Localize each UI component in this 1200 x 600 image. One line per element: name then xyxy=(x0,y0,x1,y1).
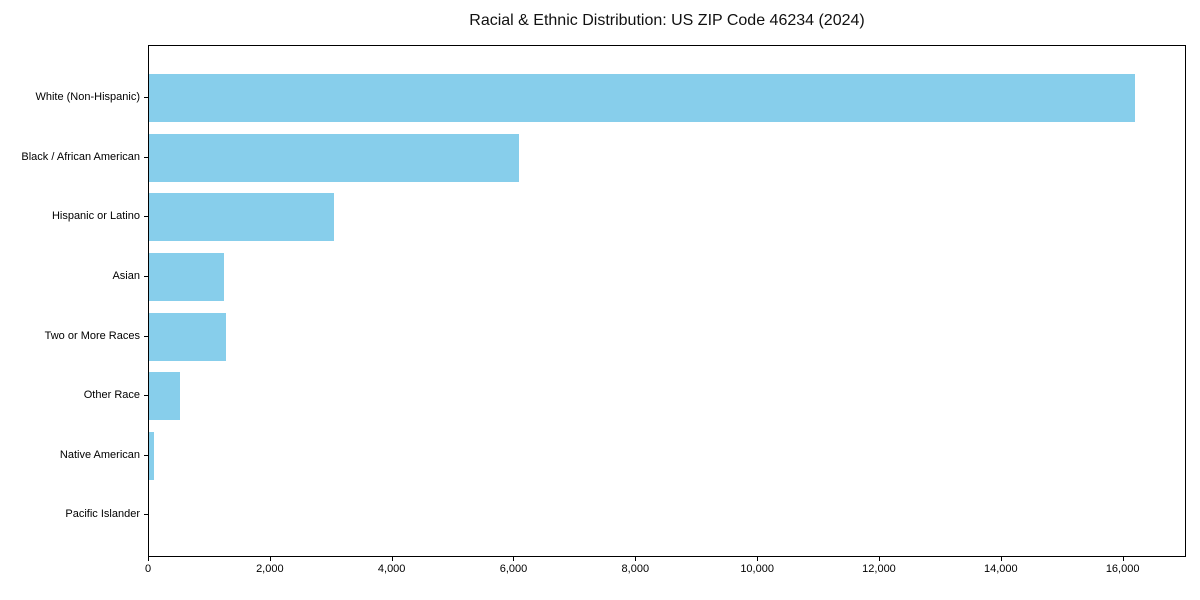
bar-two-or-more-races xyxy=(149,312,226,361)
y-tick-mark xyxy=(144,216,149,218)
plot-area xyxy=(148,45,1186,557)
y-tick-label-hispanic-or-latino: Hispanic or Latino xyxy=(51,210,140,223)
x-tick-label-6000: 6,000 xyxy=(499,563,528,575)
bar-native-american xyxy=(149,431,154,480)
y-tick-mark xyxy=(144,514,149,516)
y-tick-label-white-non-hispanic: White (Non-Hispanic) xyxy=(35,91,140,103)
x-tick-label-14000: 14,000 xyxy=(983,563,1018,575)
x-tick-label-8000: 8,000 xyxy=(621,563,650,575)
x-tick-mark xyxy=(635,557,637,561)
y-tick-mark xyxy=(144,97,149,98)
x-tick-label-12000: 12,000 xyxy=(862,563,896,575)
y-tick-mark xyxy=(144,156,149,158)
bar-white-non-hispanic xyxy=(149,74,1136,122)
bar-hispanic-or-latino xyxy=(149,193,334,242)
y-tick-label-native-american: Native American xyxy=(59,448,140,461)
bar-black-african-american xyxy=(149,133,519,182)
bar-other-race xyxy=(149,372,180,421)
y-tick-label-two-or-more-races: Two or More Races xyxy=(44,329,140,342)
x-tick-mark xyxy=(148,557,149,561)
x-tick-mark xyxy=(757,557,759,561)
x-tick-label-10000: 10,000 xyxy=(740,563,774,575)
x-tick-mark xyxy=(269,557,271,561)
y-tick-label-black-african-american: Black / African American xyxy=(21,150,140,163)
x-tick-label-0: 0 xyxy=(144,563,152,575)
y-tick-mark xyxy=(144,275,149,277)
x-tick-mark xyxy=(1122,557,1124,561)
x-tick-label-2000: 2,000 xyxy=(256,563,284,575)
y-tick-mark xyxy=(144,395,149,397)
y-tick-mark xyxy=(144,454,149,456)
x-tick-mark xyxy=(513,557,515,561)
x-tick-mark xyxy=(878,557,880,561)
x-tick-mark xyxy=(1000,557,1002,561)
y-tick-label-asian: Asian xyxy=(112,269,140,282)
y-tick-label-other-race: Other Race xyxy=(83,389,140,402)
bar-asian xyxy=(149,252,224,301)
y-tick-mark xyxy=(144,335,149,337)
x-tick-label-4000: 4,000 xyxy=(377,563,406,575)
x-tick-label-16000: 16,000 xyxy=(1105,563,1140,575)
chart-title: Racial & Ethnic Distribution: US ZIP Cod… xyxy=(469,12,865,29)
y-tick-label-pacific-islander: Pacific Islander xyxy=(65,508,140,521)
x-tick-mark xyxy=(391,557,393,561)
